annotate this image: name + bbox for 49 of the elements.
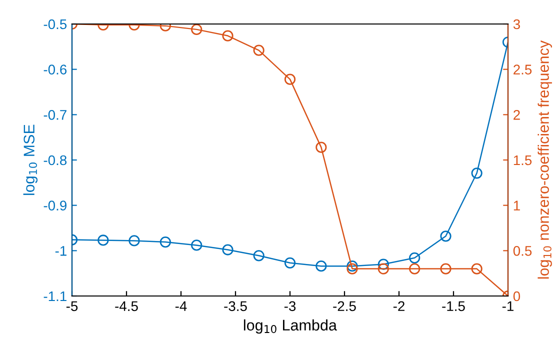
point: [253, 250, 264, 262]
point: [191, 24, 202, 35]
y-tick-label: -0.5: [44, 19, 67, 30]
point: [346, 263, 358, 274]
y-tick-label: -0.8: [44, 155, 67, 166]
y2-axis-title: log$_{10}$ nonzero-coefficient frequency: [538, 40, 552, 279]
point: [98, 234, 109, 246]
point: [316, 260, 327, 272]
point: [191, 240, 202, 251]
y2-tick-label: 1.5: [514, 155, 532, 166]
point: [284, 257, 296, 268]
y-tick-label: -0.7: [44, 110, 66, 120]
y-tick-label: -1.1: [44, 291, 66, 302]
y2-tick-label: 2.5: [514, 64, 532, 75]
y2-tick-label: 1: [514, 200, 520, 210]
x-tick-label: -2: [393, 301, 404, 311]
x-axis-title: log$_{10}$ Lambda: [244, 319, 337, 334]
y-axis-title: log$_{10}$ MSE: [23, 124, 38, 195]
point: [471, 263, 482, 274]
point: [253, 44, 264, 56]
x-tick-label: -3.5: [224, 301, 247, 312]
point: [409, 252, 420, 264]
x-tick-label: -1: [502, 301, 514, 311]
y-tick-label: -0.9: [44, 200, 66, 211]
point: [440, 263, 452, 274]
point: [222, 244, 234, 256]
y2-tick-label: 2: [514, 110, 520, 120]
x-tick-label: -2.5: [333, 301, 356, 312]
point: [409, 263, 420, 274]
point: [316, 142, 327, 153]
point: [128, 235, 140, 246]
y2-tick-label: 3: [513, 19, 520, 30]
x-tick-label: -4: [175, 301, 187, 311]
point: [160, 236, 171, 248]
x-tick-label: -5: [66, 301, 78, 312]
y-tick-label: -0.6: [44, 64, 67, 75]
point: [346, 260, 358, 272]
x-tick-label: -3: [284, 301, 296, 312]
x-tick-label: -1.5: [442, 301, 465, 312]
point: [284, 74, 296, 85]
y2-tick-label: 0.5: [513, 246, 532, 256]
point: [222, 30, 234, 42]
y2-tick-label: 0: [513, 291, 520, 302]
point: [378, 263, 389, 274]
x-tick-label: -4.5: [115, 301, 138, 312]
point: [471, 168, 482, 179]
y-tick-label: -1: [55, 246, 66, 256]
point: [378, 258, 389, 270]
point: [440, 230, 452, 242]
